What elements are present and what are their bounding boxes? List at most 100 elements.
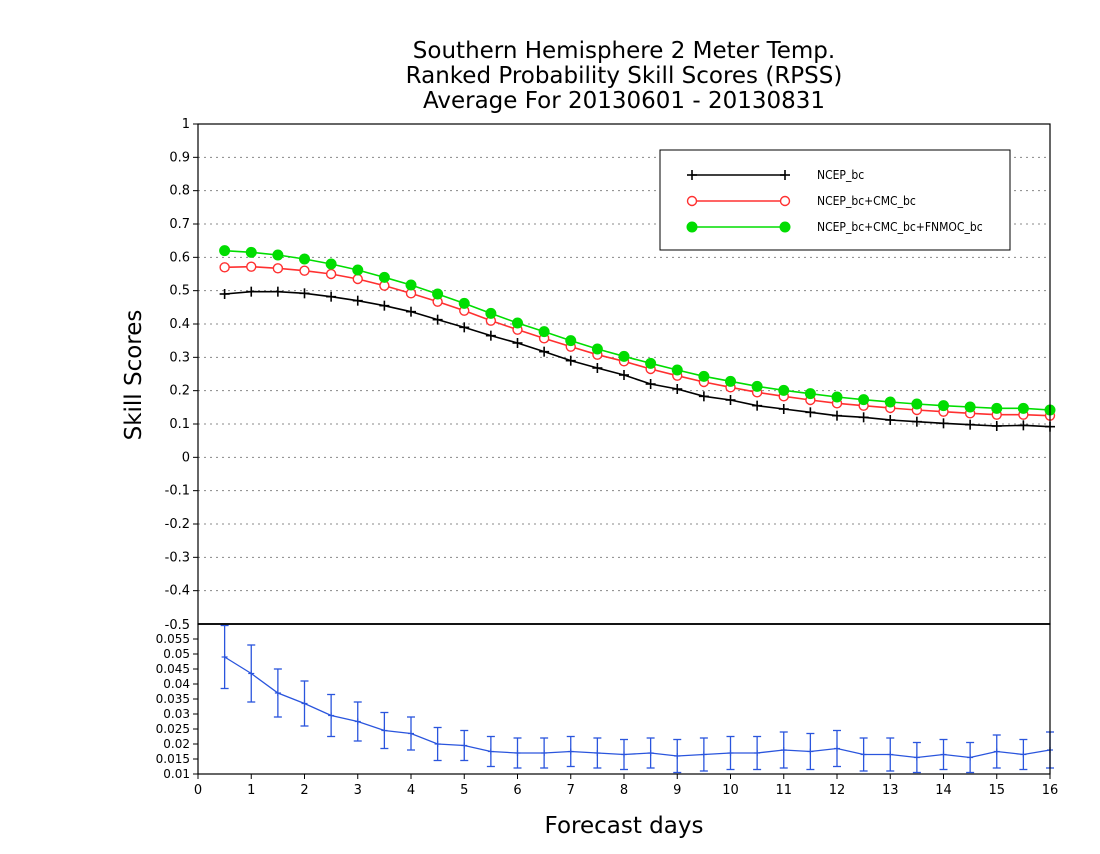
spread-ytick-label-1: 0.015 <box>156 752 190 766</box>
legend-entry-0: NCEP_bc <box>687 168 864 182</box>
spread-point-30 <box>1020 751 1027 758</box>
spread-ytick-label-5: 0.035 <box>156 692 190 706</box>
series-0-point-1 <box>246 286 257 297</box>
series-0-point-12 <box>539 346 550 357</box>
legend-marker-end-1 <box>779 195 791 207</box>
chart-title: Southern Hemisphere 2 Meter Temp. Ranked… <box>406 38 843 114</box>
spread-ytick-label-6: 0.04 <box>163 677 190 691</box>
series-2-point-7 <box>405 279 417 291</box>
series-0-point-0 <box>219 289 230 299</box>
spread-ytick-label-3: 0.025 <box>156 722 190 736</box>
legend-marker-start-0 <box>687 170 697 180</box>
spread-point-21 <box>780 747 787 753</box>
series-0-point-4 <box>326 291 337 302</box>
series-0-point-19 <box>725 395 736 405</box>
xtick-label-7: 7 <box>567 783 575 798</box>
series-1-point-3 <box>299 265 310 276</box>
spread-point-10 <box>487 748 494 755</box>
series-0-point-10 <box>485 330 496 341</box>
series-1-point-5 <box>352 273 363 285</box>
series-2-point-5 <box>352 264 364 276</box>
spread-point-12 <box>541 750 548 756</box>
main-ytick-label-2: -0.2 <box>165 517 190 532</box>
main-ytick-label-11: 0.7 <box>169 217 190 232</box>
main-ytick-label-7: 0.3 <box>169 350 190 365</box>
spread-point-22 <box>807 748 814 755</box>
series-2-point-24 <box>858 394 870 406</box>
main-panel-series <box>219 245 1056 432</box>
spread-point-28 <box>967 754 974 761</box>
series-0-point-5 <box>352 295 363 306</box>
series-0-point-25 <box>885 415 896 425</box>
spread-point-18 <box>700 751 707 758</box>
series-2-point-6 <box>378 271 390 283</box>
legend-label-2: NCEP_bc+CMC_bc+FNMOC_bc <box>817 220 983 234</box>
spread-point-11 <box>514 750 521 756</box>
series-2-point-16 <box>645 357 657 369</box>
spread-point-15 <box>621 751 627 758</box>
xtick-label-5: 5 <box>460 783 468 798</box>
main-ytick-label-3: -0.1 <box>165 484 190 499</box>
series-0-point-24 <box>858 412 869 423</box>
series-0-point-8 <box>432 314 443 325</box>
legend-marker-end-0 <box>780 170 790 180</box>
main-ytick-label-1: -0.3 <box>165 550 190 565</box>
x-tick-labels: 0 1 2 3 4 5 6 7 8 9 10 11 12 13 14 15 16 <box>194 774 1058 798</box>
series-0-point-17 <box>672 384 683 394</box>
spread-ytick-label-4: 0.03 <box>163 707 190 721</box>
xtick-label-10: 10 <box>722 783 739 798</box>
series-0-point-29 <box>991 421 1002 431</box>
main-ytick-label-14: 1 <box>182 117 190 132</box>
series-1-point-4 <box>325 268 337 280</box>
series-1-point-0 <box>219 262 230 273</box>
xtick-label-0: 0 <box>194 783 202 798</box>
xtick-label-6: 6 <box>513 783 521 798</box>
legend-marker-end-2 <box>779 221 791 233</box>
legend-label-1: NCEP_bc+CMC_bc <box>817 194 916 208</box>
title-line-2: Ranked Probability Skill Scores (RPSS) <box>406 63 843 89</box>
main-ytick-label-12: 0.8 <box>169 184 190 199</box>
series-2-point-0 <box>219 245 231 257</box>
spread-point-17 <box>674 753 681 759</box>
main-ytick-label-10: 0.6 <box>169 250 190 265</box>
x-axis-label: Forecast days <box>545 813 704 839</box>
series-2-point-26 <box>911 398 923 410</box>
series-0-point-3 <box>299 288 310 299</box>
spread-ytick-label-2: 0.02 <box>163 737 190 751</box>
main-ytick-label-6: 0.2 <box>169 384 190 399</box>
xtick-label-12: 12 <box>829 783 846 798</box>
series-0-point-13 <box>565 355 576 366</box>
main-ytick-label-corner: -0.5 <box>165 618 190 633</box>
spread-point-26 <box>913 754 920 761</box>
main-ytick-label-8: 0.4 <box>169 317 190 332</box>
series-2-point-23 <box>831 391 843 403</box>
main-y-tick-labels: -0.4 -0.3 -0.2 -0.1 0 0.1 0.2 0.3 0.4 0.5 0.6 0.7 0.… <box>165 117 198 633</box>
spread-point-20 <box>754 750 761 756</box>
series-line-2 <box>224 249 1051 411</box>
series-2-point-25 <box>884 396 896 408</box>
series-2-point-20 <box>751 380 763 392</box>
series-2-point-29 <box>991 402 1003 414</box>
series-0 <box>219 286 1055 432</box>
series-0-point-23 <box>832 410 842 421</box>
legend-marker-start-2 <box>686 221 698 233</box>
spread-point-5 <box>354 718 361 725</box>
series-2-point-3 <box>299 253 310 265</box>
main-ytick-label-13: 0.9 <box>169 150 190 165</box>
series-0-point-22 <box>805 407 816 418</box>
spread-point-0 <box>221 654 228 660</box>
series-0-point-28 <box>965 419 976 430</box>
xtick-label-8: 8 <box>620 783 628 798</box>
series-2-point-8 <box>432 288 444 300</box>
spread-ytick-label-7: 0.045 <box>156 662 190 676</box>
series-0-point-2 <box>272 286 283 297</box>
series-2-point-2 <box>272 249 284 261</box>
spread-y-tick-labels: 0.010.0150.020.0250.030.0350.040.0450.05… <box>156 632 198 781</box>
series-0-point-6 <box>379 300 390 311</box>
series-2-point-11 <box>512 317 523 329</box>
xtick-label-2: 2 <box>300 783 308 798</box>
spread-point-1 <box>248 670 255 677</box>
series-0-point-21 <box>778 404 789 414</box>
series-0-point-9 <box>459 322 470 333</box>
